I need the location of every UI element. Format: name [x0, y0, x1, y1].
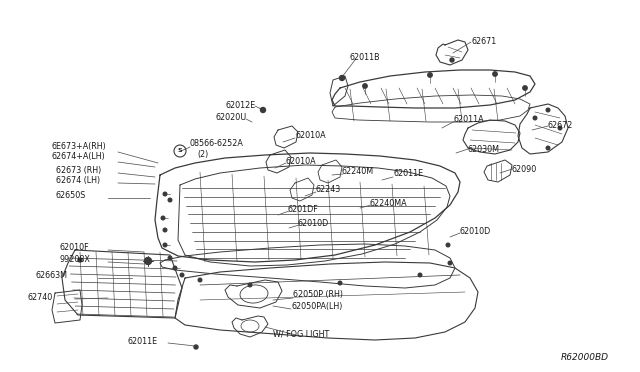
Circle shape [338, 281, 342, 285]
Text: 62740: 62740 [28, 294, 53, 302]
Circle shape [161, 216, 165, 220]
Circle shape [198, 278, 202, 282]
Text: 62010A: 62010A [285, 157, 316, 166]
Text: 62240M: 62240M [342, 167, 374, 176]
Circle shape [446, 243, 450, 247]
Text: (2): (2) [197, 151, 208, 160]
Text: W/ FOG LIGHT: W/ FOG LIGHT [273, 330, 329, 339]
Circle shape [546, 146, 550, 150]
Text: 62011E: 62011E [128, 337, 158, 346]
Text: 62012E: 62012E [225, 100, 255, 109]
Circle shape [260, 108, 266, 112]
Text: 62240MA: 62240MA [370, 199, 408, 208]
Text: 62010D: 62010D [298, 218, 329, 228]
Text: 62671: 62671 [471, 36, 496, 45]
Circle shape [418, 273, 422, 277]
Circle shape [363, 84, 367, 88]
Text: 62011E: 62011E [393, 170, 423, 179]
Circle shape [450, 58, 454, 62]
Text: 62010F: 62010F [60, 244, 90, 253]
Circle shape [339, 76, 344, 80]
Text: 62010D: 62010D [460, 227, 492, 235]
Circle shape [145, 257, 152, 264]
Circle shape [173, 266, 177, 270]
Text: S: S [178, 148, 182, 154]
Text: 62030M: 62030M [467, 144, 499, 154]
Text: 62674 (LH): 62674 (LH) [56, 176, 100, 186]
Circle shape [180, 273, 184, 277]
Text: 62674+A(LH): 62674+A(LH) [52, 153, 106, 161]
Circle shape [523, 86, 527, 90]
Circle shape [168, 198, 172, 202]
Text: 62663M: 62663M [36, 272, 68, 280]
Circle shape [194, 345, 198, 349]
Text: 62050P (RH): 62050P (RH) [293, 291, 343, 299]
Circle shape [163, 243, 167, 247]
Circle shape [493, 72, 497, 76]
Text: 99208X: 99208X [60, 256, 91, 264]
Circle shape [428, 73, 432, 77]
Text: 62673 (RH): 62673 (RH) [56, 167, 101, 176]
Text: 62050PA(LH): 62050PA(LH) [291, 301, 342, 311]
Text: 62672: 62672 [548, 122, 573, 131]
Text: 62090: 62090 [512, 164, 537, 173]
Circle shape [558, 126, 562, 130]
Circle shape [533, 116, 537, 120]
Circle shape [168, 256, 172, 260]
Circle shape [163, 228, 167, 232]
Circle shape [248, 283, 252, 287]
Text: 08566-6252A: 08566-6252A [190, 140, 244, 148]
Text: 6201DF: 6201DF [288, 205, 319, 215]
Text: 62011A: 62011A [454, 115, 484, 125]
Circle shape [448, 261, 452, 265]
Text: 62010A: 62010A [295, 131, 326, 141]
Text: 6E673+A(RH): 6E673+A(RH) [52, 142, 107, 151]
Text: 62011B: 62011B [350, 52, 381, 61]
Text: 62020U: 62020U [215, 113, 246, 122]
Text: R62000BD: R62000BD [561, 353, 609, 362]
Text: 62243: 62243 [315, 186, 340, 195]
Circle shape [78, 258, 82, 262]
Text: 62650S: 62650S [55, 192, 85, 201]
Circle shape [546, 108, 550, 112]
Circle shape [163, 192, 167, 196]
